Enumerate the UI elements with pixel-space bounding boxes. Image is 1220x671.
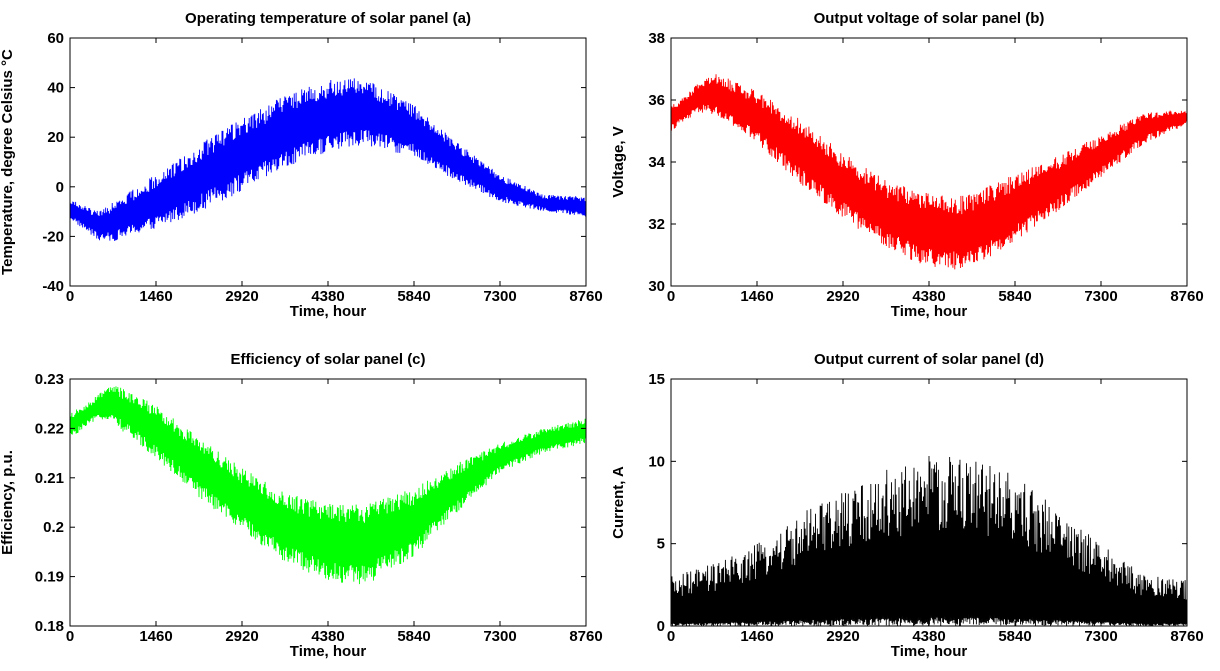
chart-panel-3: 0 1460 2920 4380 5840 7300 8760 0.18 0.19 0.2 0.21… [0,351,603,660]
x-tick-label: 1460 [740,288,773,305]
x-axis-label: Time, hour [290,643,367,660]
y-tick-label: 38 [648,30,665,47]
series-line [670,455,1188,627]
x-tick-label: 0 [66,628,74,645]
x-tick-label: 0 [667,628,675,645]
y-axis-label: Temperature, degree Celsius °C [0,49,16,275]
x-tick-label: 8760 [569,628,602,645]
x-tick-label: 5840 [397,288,430,305]
x-tick-label: 8760 [569,288,602,305]
x-tick-label: 5840 [397,628,430,645]
y-tick-label: 36 [648,92,665,109]
y-axis-label: Current, A [610,466,627,539]
y-tick-label: 32 [648,216,665,233]
x-tick-label: 4380 [311,288,344,305]
y-tick-label: 0.21 [35,470,64,487]
x-tick-label: 4380 [912,288,945,305]
chart-panel-4: 0 1460 2920 4380 5840 7300 8760 0 5 10 15 Output cu… [610,351,1204,660]
y-tick-label: 10 [648,453,665,470]
chart-panel-1: 0 1460 2920 4380 5840 7300 8760 -40 -20 0 20 40 60 Op… [0,10,603,320]
x-axis-label: Time, hour [891,643,968,660]
x-tick-label: 7300 [1084,288,1117,305]
x-tick-label: 2920 [826,288,859,305]
chart-title: Output current of solar panel (d) [814,351,1044,368]
y-tick-label: 30 [648,278,665,295]
x-tick-label: 7300 [1084,628,1117,645]
y-tick-label: 20 [47,129,64,146]
y-tick-label: 0.2 [43,519,64,536]
y-tick-label: 34 [648,154,665,171]
chart-title: Output voltage of solar panel (b) [814,10,1045,27]
y-axis-label: Voltage, V [610,126,627,197]
chart-title: Operating temperature of solar panel (a) [185,10,471,27]
x-tick-label: 8760 [1170,288,1203,305]
y-tick-label: 60 [47,30,64,47]
x-tick-label: 1460 [139,288,172,305]
y-tick-label: 0.23 [35,371,64,388]
x-tick-label: 0 [66,288,74,305]
series-line [69,78,587,241]
x-tick-label: 2920 [225,288,258,305]
x-tick-label: 7300 [483,288,516,305]
x-tick-label: 0 [667,288,675,305]
y-axis-label: Efficiency, p.u. [0,450,16,555]
y-tick-label: 0.18 [35,618,64,635]
chart-panel-2: 0 1460 2920 4380 5840 7300 8760 30 32 34 36 38 Outpu… [610,10,1204,320]
y-tick-label: 5 [657,536,665,553]
chart-title: Efficiency of solar panel (c) [230,351,425,368]
x-tick-label: 2920 [826,628,859,645]
series-line [69,386,587,585]
x-tick-label: 1460 [740,628,773,645]
x-tick-label: 1460 [139,628,172,645]
y-tick-label: 15 [648,371,665,388]
y-tick-label: 0.19 [35,569,64,586]
y-tick-label: -20 [42,228,64,245]
x-tick-label: 8760 [1170,628,1203,645]
x-tick-label: 7300 [483,628,516,645]
y-tick-label: 0 [657,618,665,635]
y-tick-label: 40 [47,80,64,97]
x-axis-label: Time, hour [290,303,367,320]
series-line [670,74,1188,270]
x-tick-label: 4380 [311,628,344,645]
x-tick-label: 5840 [998,628,1031,645]
x-tick-label: 5840 [998,288,1031,305]
x-tick-label: 2920 [225,628,258,645]
x-axis-label: Time, hour [891,303,968,320]
y-tick-label: 0.22 [35,420,64,437]
y-tick-label: 0 [56,179,64,196]
y-tick-label: -40 [42,278,64,295]
axes-frame [69,37,587,287]
x-tick-label: 4380 [912,628,945,645]
